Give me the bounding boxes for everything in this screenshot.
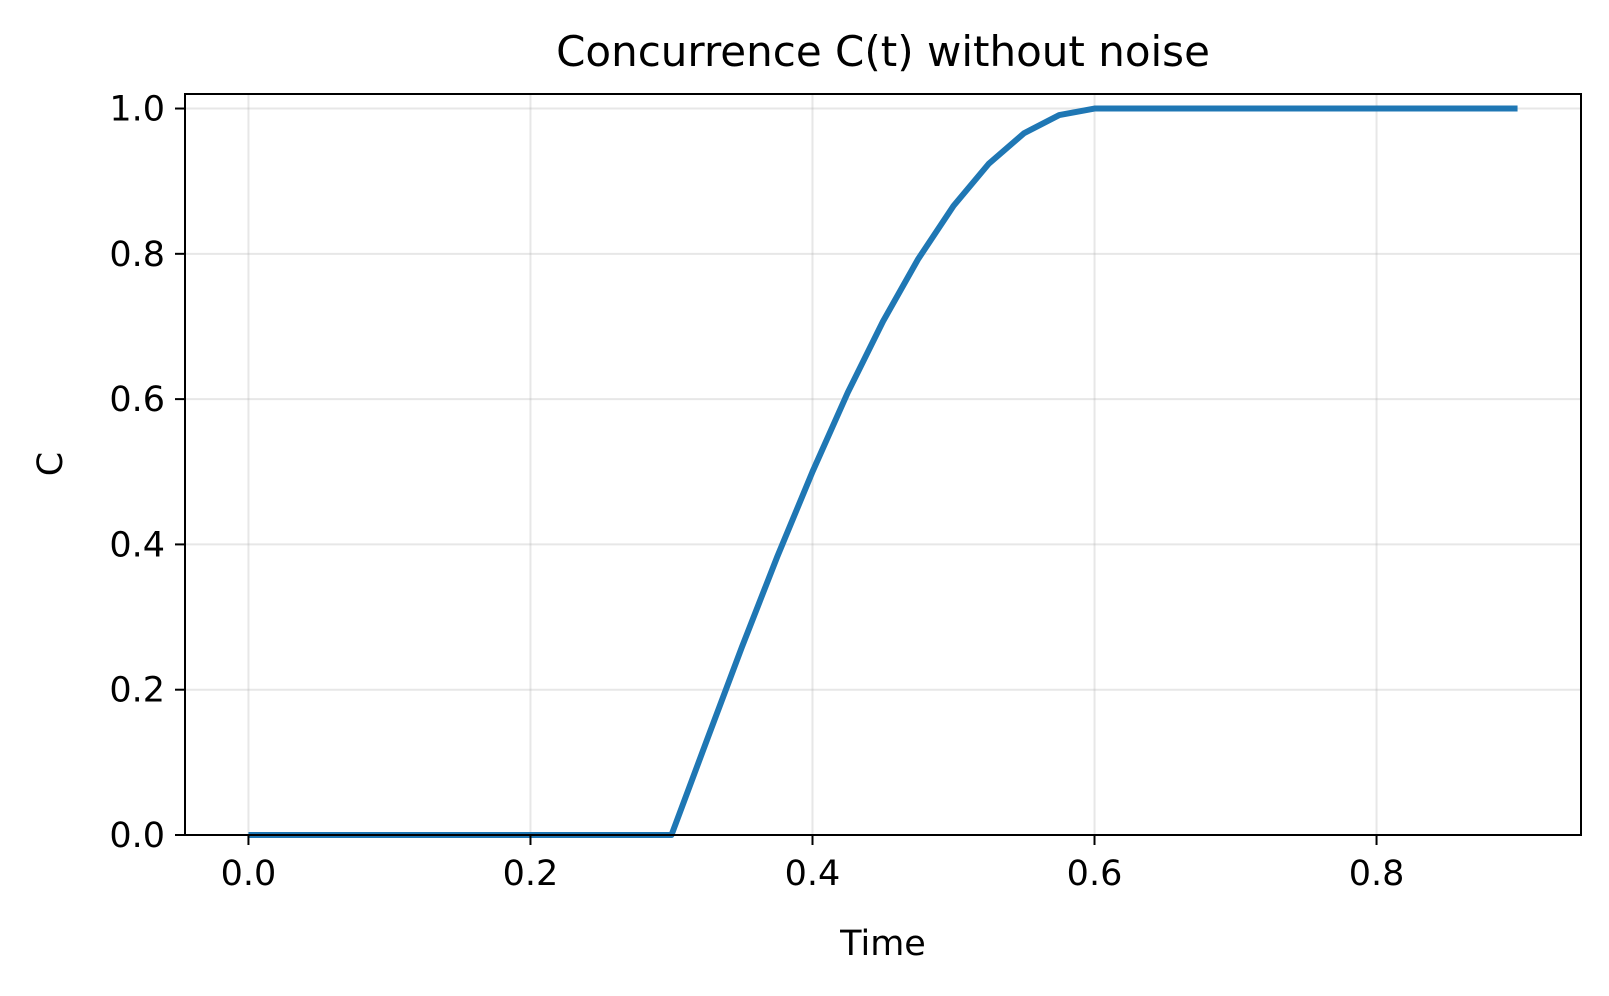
chart-title: Concurrence C(t) without noise [556,27,1210,76]
series-layer [248,105,1518,838]
x-tick-label: 0.0 [221,854,277,894]
y-axis-label: C [31,452,71,476]
x-axis-label: Time [839,924,926,964]
x-axis: 0.0 0.2 0.4 0.6 0.8 [221,835,1405,894]
y-tick-label: 0.6 [109,380,165,420]
x-tick-label: 0.6 [1067,854,1123,894]
grid-layer [185,94,1581,836]
x-tick-label: 0.2 [503,854,559,894]
x-tick-label: 0.4 [785,854,841,894]
x-tick-label: 0.8 [1349,854,1405,894]
series-line-concurrence [248,105,1518,838]
y-tick-label: 0.0 [109,816,165,856]
y-axis: 0.0 0.2 0.4 0.6 0.8 1.0 [109,90,185,856]
y-tick-label: 0.2 [109,671,165,711]
y-tick-label: 0.8 [109,235,165,275]
plot-frame [184,93,1582,836]
y-tick-label: 0.4 [109,525,165,565]
y-tick-label: 1.0 [109,90,165,130]
